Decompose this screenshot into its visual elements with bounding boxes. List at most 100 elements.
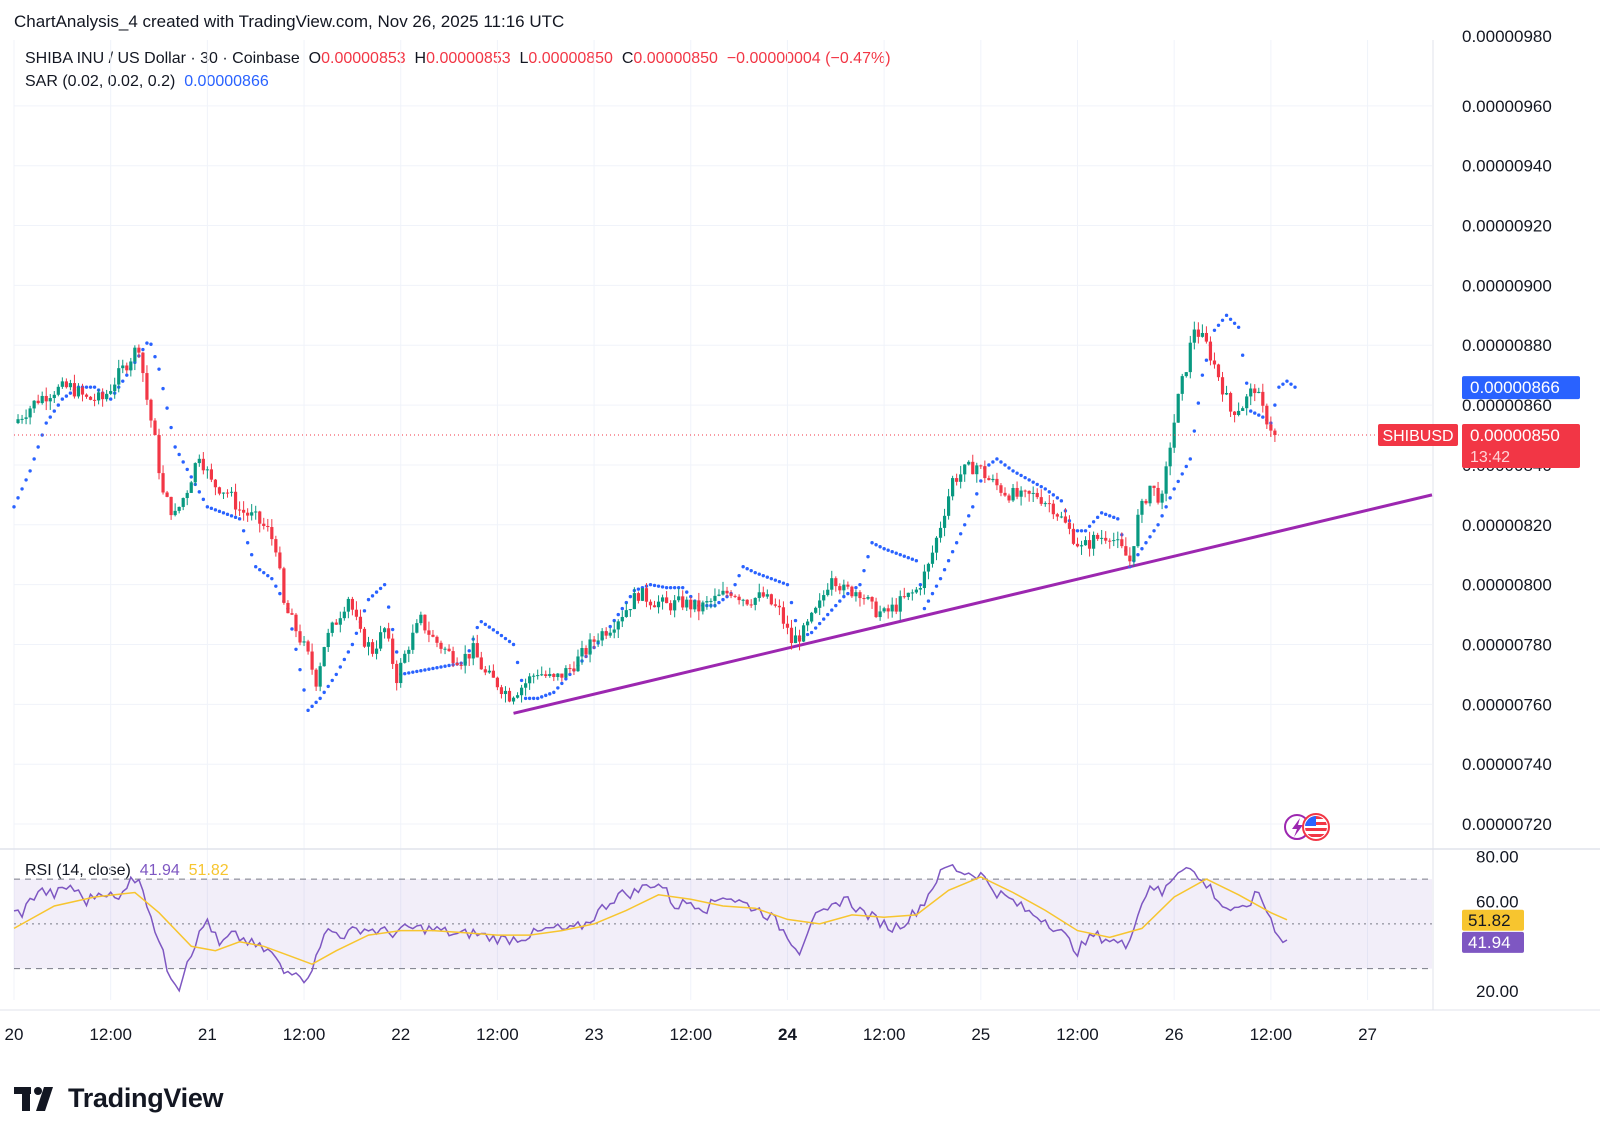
candle-body [419,614,423,624]
sar-legend[interactable]: SAR (0.02, 0.02, 0.2) 0.00000866 [25,73,269,91]
rsi-value: 41.94 [139,862,180,879]
candle-body [987,478,991,481]
sar-dot [1140,547,1144,551]
sar-dot [717,600,721,605]
trendline-layer[interactable] [513,493,1433,715]
x-tick-label: 22 [391,1025,410,1044]
candle-body [797,635,802,642]
sar-dot [44,421,48,425]
candle-body [250,512,254,516]
candle-body [926,563,931,572]
sar-dot [209,506,214,511]
candle-body [1160,493,1164,503]
candle-body [1128,555,1132,562]
rsi-legend[interactable]: RSI (14, close) 41.94 51.82 [25,862,229,880]
candle-body [665,597,669,604]
sar-dot [668,585,673,590]
brand[interactable]: TradingView [14,1083,224,1114]
chart-canvas[interactable]: 20 12:00 21 12:00 22 12:00 23 12:00 24 12:00 25 12:… [0,0,1600,1060]
candle-body [447,648,451,652]
sar-dot [930,591,935,596]
candle-body [451,651,455,663]
sar-dot [1232,321,1237,325]
sar-dot [1144,541,1148,545]
candle-body [467,653,471,659]
sar-dot [12,505,16,509]
y-tick-label: 0.00000780 [1462,636,1552,655]
rsi-lines [13,863,1288,993]
y-tick-label: 0.00000960 [1462,97,1552,116]
sar-dot [487,625,492,629]
candle-body [1212,360,1217,365]
candle-body [685,599,689,608]
candle-body [1257,391,1261,394]
sar-dot [241,529,246,533]
sar-dot [540,695,544,699]
candle-body [1096,534,1100,539]
x-tick-label: 20 [5,1025,24,1044]
sar-dot [749,568,753,573]
sar-dot [189,475,193,479]
axes: 20 12:00 21 12:00 22 12:00 23 12:00 24 12:00 25 12:… [0,27,1600,1044]
candle-body [628,609,632,611]
candle-body [902,596,906,598]
candle-body [20,418,24,420]
us-flag-icon[interactable] [1302,813,1330,841]
candle-body [963,464,967,475]
sar-dot [737,573,741,578]
sar-dot [1051,493,1056,497]
candle-body [886,608,890,612]
candle-body [137,347,141,353]
sar-dot [777,579,782,584]
candle-body [914,589,918,593]
candle-body [1253,388,1257,394]
symbol-title[interactable]: SHIBA INU / US Dollar · 30 · Coinbase [25,50,300,67]
candle-body [967,461,971,465]
sar-dot [1079,529,1084,533]
candle-body [378,632,383,649]
candle-body [660,597,665,602]
candle-body [507,690,512,702]
sar-dot [169,425,173,430]
candle-body [342,611,346,619]
candle-body [326,632,330,648]
sar-dot [636,587,641,591]
sar-dot [1136,553,1140,557]
sar-dot [535,696,540,701]
sar-dot [846,591,850,596]
candle-body [217,487,222,494]
candle-body [439,642,443,649]
sar-dot [753,570,757,575]
sar-dot [789,600,794,605]
sar-dot [1116,517,1120,521]
candle-body [1273,430,1277,436]
sar-dot [447,663,451,668]
candle-body [1087,540,1092,549]
sar-dot [1168,496,1172,500]
sar-dot [938,576,943,581]
sar-dot [1112,515,1116,520]
sar-dot [781,581,786,585]
sar-dot [1224,313,1229,318]
sar-dot [773,578,778,582]
sar-dot [419,668,423,673]
sar-dot [354,631,359,635]
sar-dot [1059,499,1064,503]
sar-dot [531,696,536,701]
high-value: 0.00000853 [426,50,511,67]
candle-body [117,368,121,385]
sar-dot [314,700,318,705]
sar-dot [382,582,387,587]
sar-dot [378,586,383,591]
sar-dot [374,590,379,594]
sar-dot [36,445,40,449]
sar-dot [330,678,334,683]
sar-dot [942,567,947,572]
sar-dot [495,630,500,635]
candle-body [479,657,483,670]
sar-dot [306,708,310,713]
sar-dot [527,696,532,701]
candle-body [1144,500,1148,504]
sar-dot [302,688,306,692]
sar-dot [149,342,153,346]
